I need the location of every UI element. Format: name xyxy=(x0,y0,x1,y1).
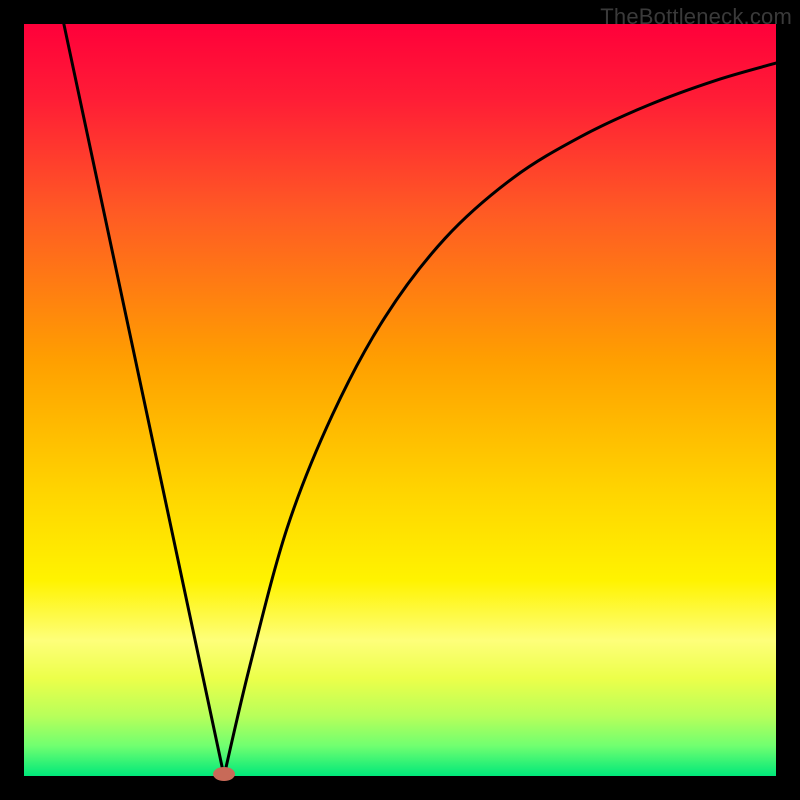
watermark-text: TheBottleneck.com xyxy=(600,4,792,30)
chart-container: TheBottleneck.com xyxy=(0,0,800,800)
vertex-marker xyxy=(213,767,235,781)
bottleneck-chart xyxy=(0,0,800,800)
plot-background xyxy=(24,24,776,776)
